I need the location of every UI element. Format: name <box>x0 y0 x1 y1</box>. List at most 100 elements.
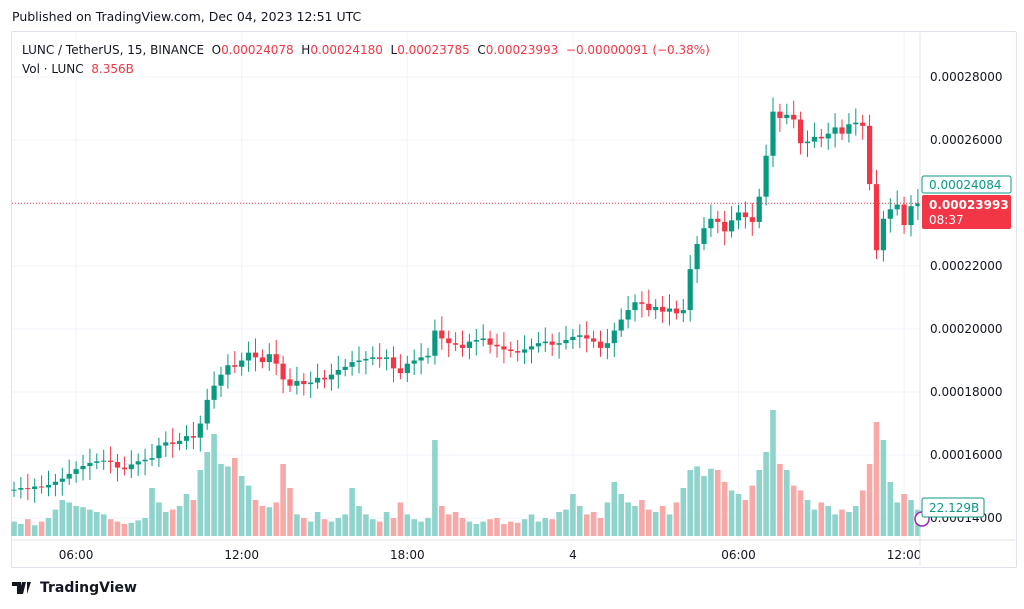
candle-body <box>397 368 403 374</box>
candle-body <box>177 440 183 444</box>
volume-bar <box>183 494 190 536</box>
volume-label: Vol · LUNC <box>22 62 84 76</box>
open-label: O <box>211 43 222 57</box>
volume-bar <box>307 521 314 536</box>
candle-body <box>542 341 548 344</box>
volume-bar <box>866 464 873 536</box>
volume-bar <box>280 464 286 536</box>
candle-body <box>308 382 314 385</box>
volume-bar <box>894 502 900 536</box>
candle-body <box>25 488 31 490</box>
volume-bar <box>383 512 390 536</box>
last-price-tag-text: 0.00023993 <box>929 198 1009 212</box>
volume-bar <box>356 506 362 536</box>
candle-body <box>11 489 17 491</box>
candle-body <box>480 338 486 341</box>
volume-bar <box>473 524 480 536</box>
volume-bar <box>287 488 293 536</box>
candle-body <box>425 355 431 358</box>
volume-bar <box>459 518 466 536</box>
volume-bar <box>397 502 404 536</box>
volume-bar <box>45 518 52 536</box>
candle-body <box>528 346 535 350</box>
volume-bar <box>708 468 714 536</box>
candle-body <box>73 469 79 474</box>
candle-body <box>252 352 259 358</box>
volume-bar <box>73 506 79 536</box>
volume-bar <box>749 485 756 536</box>
volume-bar <box>204 452 210 536</box>
volume-bar <box>176 506 183 536</box>
candle-body <box>211 385 217 400</box>
last-price-tag <box>922 195 1011 229</box>
chart-frame[interactable] <box>11 31 1017 568</box>
volume-bar <box>363 514 369 536</box>
volume-bar <box>294 514 300 536</box>
candle-body <box>273 354 279 364</box>
volume-bar <box>839 509 845 536</box>
volume-bar <box>18 524 24 536</box>
candle-body <box>770 111 776 156</box>
volume-bar <box>680 488 687 536</box>
candle-body <box>632 302 638 311</box>
candle-body <box>280 363 286 380</box>
candle-body <box>108 460 114 462</box>
volume-bar <box>514 522 521 536</box>
volume-bar <box>590 512 597 536</box>
volume-bar <box>149 488 155 536</box>
candle-body <box>625 310 631 320</box>
volume-bar <box>487 519 493 536</box>
volume-bar <box>501 524 507 536</box>
candle-body <box>190 436 196 438</box>
y-tick-label: 0.00020000 <box>930 322 1003 336</box>
y-tick-label: 0.00026000 <box>930 133 1003 147</box>
candle-body <box>867 125 873 185</box>
volume-bar <box>528 514 535 536</box>
candle-body <box>522 349 528 353</box>
volume-bar <box>94 512 100 536</box>
low-label: L <box>390 43 398 57</box>
volume-bar <box>549 519 555 536</box>
candle-body <box>825 133 831 139</box>
candle-body <box>515 351 521 353</box>
candle-body <box>756 196 762 222</box>
volume-bar <box>418 521 424 536</box>
volume-bar <box>570 494 576 536</box>
volume-bar <box>880 440 887 536</box>
volume-bar <box>646 509 652 536</box>
x-tick-label: 18:00 <box>390 548 425 562</box>
volume-bar <box>100 514 107 536</box>
candle-body <box>411 360 417 364</box>
candle-body <box>604 343 610 348</box>
volume-bar <box>597 518 604 536</box>
volume-bar <box>542 518 549 536</box>
candle-body <box>170 442 176 444</box>
volume-bar <box>128 522 135 536</box>
volume-bar <box>535 521 542 536</box>
countdown-text: 08:37 <box>929 213 964 227</box>
volume-bar <box>604 502 611 536</box>
tradingview-logo-icon <box>12 582 31 594</box>
candle-body <box>660 306 666 312</box>
tradingview-logo[interactable]: TradingView <box>12 580 137 596</box>
candle-body <box>742 212 748 218</box>
volume-bar <box>659 506 666 536</box>
volume-tag-text: 22.129B <box>929 501 979 515</box>
volume-bar <box>225 466 231 536</box>
volume-bar <box>349 488 355 536</box>
symbol-title[interactable]: LUNC / TetherUS, 15, BINANCE <box>22 43 205 57</box>
candle-body <box>473 340 479 342</box>
volume-bar <box>521 519 528 536</box>
candle-body <box>508 349 514 352</box>
volume-bar <box>107 519 114 536</box>
candle-body <box>101 460 107 462</box>
change-value: −0.00000091 (−0.38%) <box>565 43 710 57</box>
volume-bar <box>784 470 790 536</box>
volume-bar <box>232 458 238 536</box>
volume-bar <box>563 509 569 536</box>
candle-body <box>915 203 921 207</box>
candle-body <box>370 357 376 359</box>
volume-bar <box>259 506 266 536</box>
volume-bar <box>376 521 383 536</box>
